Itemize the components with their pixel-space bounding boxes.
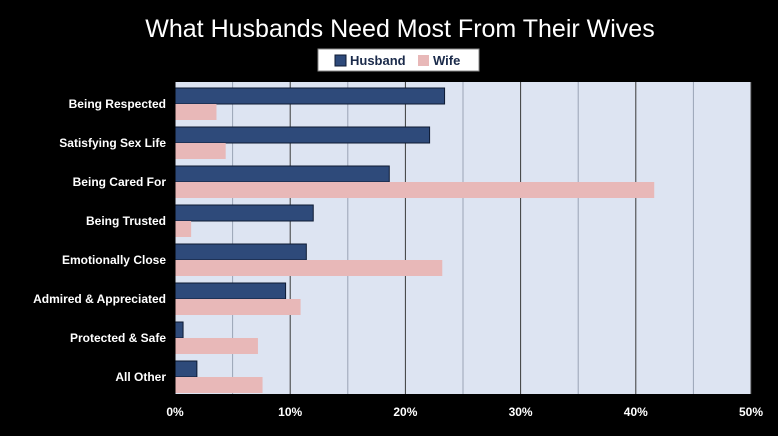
x-tick-label: 50% — [739, 405, 763, 419]
x-axis-tick-labels: 0% 10% 20% 30% 40% 50% — [166, 405, 763, 419]
x-tick-label: 30% — [509, 405, 533, 419]
x-tick-label: 20% — [393, 405, 417, 419]
x-tick-label: 0% — [166, 405, 184, 419]
bar-wife — [175, 338, 258, 354]
bars — [174, 87, 655, 393]
bar-husband — [174, 321, 184, 339]
category-labels: Being Respected Satisfying Sex Life Being … — [33, 97, 166, 384]
category-label: Being Trusted — [86, 214, 166, 228]
legend-label-husband: Husband — [350, 53, 406, 68]
bar-husband — [174, 204, 314, 222]
bar-wife — [175, 299, 301, 315]
category-label: Protected & Safe — [70, 331, 166, 345]
bar-husband — [174, 243, 307, 261]
category-label: Emotionally Close — [62, 253, 166, 267]
bar-wife — [175, 182, 655, 198]
bar-husband — [174, 87, 446, 105]
bar-husband — [174, 360, 198, 378]
bar-wife — [175, 260, 443, 276]
bar-wife — [175, 221, 192, 237]
legend-box — [317, 48, 480, 72]
bar-wife — [175, 143, 226, 159]
legend: Husband Wife — [317, 48, 480, 72]
bar-husband — [174, 165, 390, 183]
category-label: All Other — [115, 370, 166, 384]
bar-wife — [175, 377, 263, 393]
legend-label-wife: Wife — [433, 53, 460, 68]
x-tick-label: 10% — [278, 405, 302, 419]
x-tick-label: 40% — [624, 405, 648, 419]
legend-swatch-wife — [418, 55, 429, 66]
category-label: Being Respected — [69, 97, 166, 111]
legend-swatch-husband — [334, 54, 347, 67]
category-label: Satisfying Sex Life — [59, 136, 166, 150]
bar-husband — [174, 282, 287, 300]
category-label: Being Cared For — [73, 175, 167, 189]
bar-husband — [174, 126, 431, 144]
bar-wife — [175, 104, 217, 120]
category-label: Admired & Appreciated — [33, 292, 166, 306]
chart-title: What Husbands Need Most From Their Wives — [145, 15, 654, 43]
